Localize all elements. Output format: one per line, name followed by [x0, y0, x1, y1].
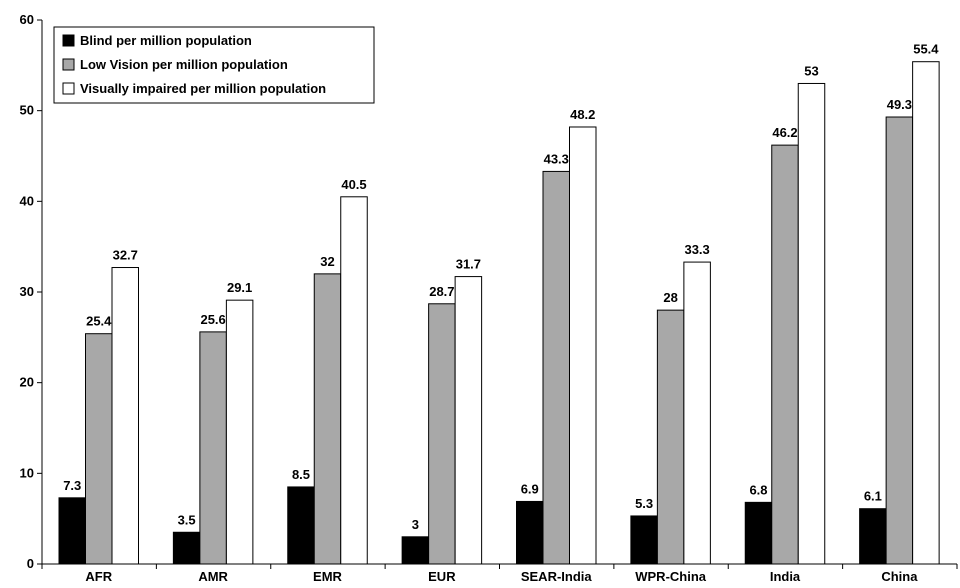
- data-label: 25.4: [86, 314, 112, 329]
- data-label: 46.2: [772, 125, 797, 140]
- data-label: 25.6: [200, 312, 225, 327]
- bar: [683, 261, 711, 565]
- bar: [287, 486, 315, 565]
- data-label: 29.1: [227, 280, 252, 295]
- bar: [771, 144, 799, 565]
- bar: [569, 126, 597, 565]
- x-tick-label: AMR: [198, 569, 228, 584]
- legend-label: Low Vision per million population: [80, 57, 288, 72]
- data-label: 3: [412, 517, 419, 532]
- axes: 0 10 20 30 40 50 60 AFR AMR EMR EUR SEAR-India WPR-C…: [20, 12, 958, 584]
- data-label: 7.3: [63, 478, 81, 493]
- legend-label: Visually impaired per million population: [80, 81, 326, 96]
- data-label: 28: [663, 290, 677, 305]
- x-tick-label: SEAR-India: [521, 569, 593, 584]
- data-labels: 7.3 25.4 32.7 3.5 25.6 29.1 8.5 32 40.5 3 28.731.7…: [63, 42, 939, 532]
- legend-swatch: [62, 82, 75, 95]
- y-tick-label: 60: [20, 12, 34, 27]
- bar: [744, 501, 773, 565]
- x-tick-label: India: [770, 569, 801, 584]
- data-label: 53: [804, 63, 818, 78]
- y-tick-label: 20: [20, 375, 34, 390]
- bar: [340, 196, 368, 565]
- data-label: 33.3: [684, 242, 709, 257]
- bar: [58, 497, 86, 565]
- data-label: 49.3: [887, 97, 912, 112]
- bar: [401, 536, 430, 565]
- y-tick-label: 40: [20, 193, 34, 208]
- data-label: 55.4: [913, 42, 939, 57]
- legend-swatch: [62, 34, 75, 47]
- bar: [516, 500, 544, 565]
- data-label: 3.5: [178, 512, 196, 527]
- bar: [225, 299, 254, 565]
- bar: [885, 116, 914, 565]
- legend: Blind per million population Low Vision p…: [53, 26, 375, 104]
- x-tick-label: China: [881, 569, 918, 584]
- legend-label: Blind per million population: [80, 33, 252, 48]
- bar: [199, 331, 227, 565]
- legend-box: [53, 26, 375, 104]
- x-tick-label: EUR: [428, 569, 456, 584]
- bar: [172, 531, 201, 565]
- bar: [797, 82, 826, 565]
- bar: [85, 333, 113, 565]
- data-label: 28.7: [429, 284, 454, 299]
- data-label: 6.1: [864, 489, 882, 504]
- data-label: 5.3: [635, 496, 653, 511]
- bar: [630, 515, 658, 565]
- bars: [58, 61, 940, 565]
- bar: [111, 267, 139, 565]
- data-label: 48.2: [570, 107, 595, 122]
- bar: [454, 276, 483, 565]
- x-tick-label: EMR: [313, 569, 343, 584]
- x-tick-label: AFR: [85, 569, 112, 584]
- y-tick-label: 0: [27, 556, 34, 571]
- data-label: 6.9: [521, 481, 539, 496]
- data-label: 31.7: [456, 257, 481, 272]
- data-label: 8.5: [292, 467, 310, 482]
- data-label: 40.5: [341, 177, 366, 192]
- data-label: 32.7: [113, 248, 138, 263]
- bar: [912, 61, 940, 565]
- bar: [656, 309, 685, 565]
- data-label: 32: [320, 254, 334, 269]
- y-tick-label: 50: [20, 103, 34, 118]
- data-label: 43.3: [544, 151, 569, 166]
- data-label: 6.8: [749, 482, 767, 497]
- bar: [428, 303, 456, 565]
- y-tick-label: 30: [20, 284, 34, 299]
- bar: [313, 273, 342, 565]
- y-tick-label: 10: [20, 465, 34, 480]
- x-tick-label: WPR-China: [635, 569, 707, 584]
- bar: [542, 170, 570, 565]
- bar: [859, 508, 887, 565]
- legend-swatch: [62, 58, 75, 71]
